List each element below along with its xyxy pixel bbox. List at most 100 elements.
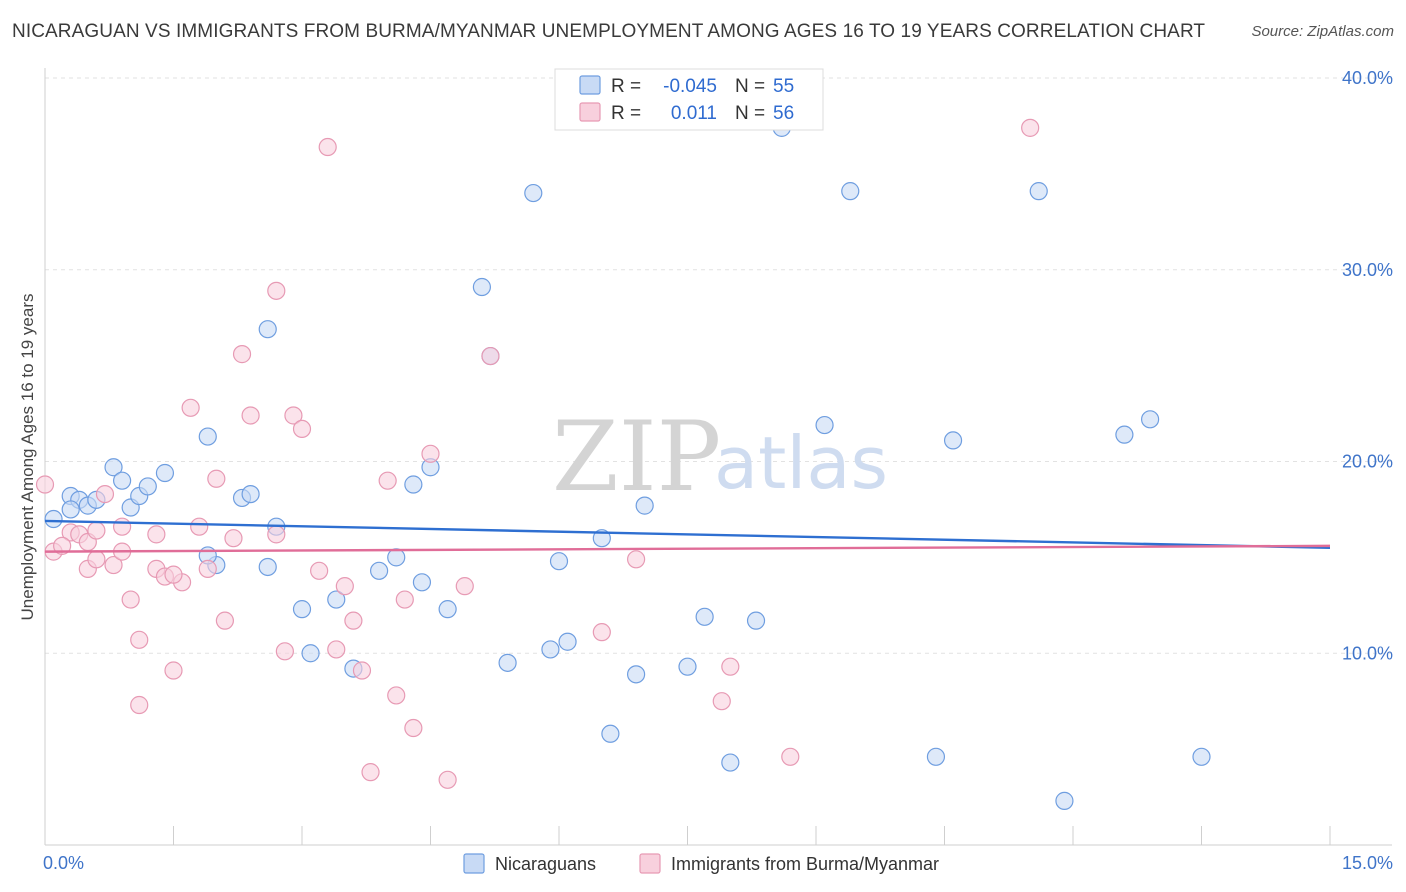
point-0-23 bbox=[438, 600, 457, 619]
chart-title: NICARAGUAN VS IMMIGRANTS FROM BURMA/MYAN… bbox=[12, 21, 1206, 42]
stats-legend: R = -0.045 N = 55 R = 0.011 N = 56 bbox=[554, 68, 824, 131]
legend-r-value-burma: 0.011 bbox=[671, 103, 717, 124]
point-0-36 bbox=[626, 665, 646, 684]
legend-swatch-burma bbox=[579, 102, 601, 122]
point-0-11 bbox=[198, 427, 217, 446]
point-1-35 bbox=[378, 471, 397, 490]
legend-r-label-burma: R = bbox=[611, 103, 641, 124]
point-0-50 bbox=[1140, 410, 1160, 429]
point-0-45 bbox=[926, 747, 946, 766]
point-0-18 bbox=[292, 600, 312, 619]
point-0-46 bbox=[943, 431, 963, 450]
point-1-44 bbox=[626, 550, 646, 569]
point-1-9 bbox=[121, 590, 140, 609]
point-0-47 bbox=[1029, 182, 1048, 201]
point-0-37 bbox=[635, 496, 654, 515]
point-0-40 bbox=[721, 753, 740, 772]
legend-r-label-nicaraguans: R = bbox=[611, 76, 641, 97]
point-0-25 bbox=[404, 475, 423, 494]
point-0-9 bbox=[138, 477, 157, 496]
point-1-40 bbox=[438, 770, 457, 789]
point-1-54 bbox=[310, 561, 329, 580]
point-0-51 bbox=[1192, 747, 1211, 766]
point-1-36 bbox=[387, 686, 406, 705]
watermark-zip: ZIP bbox=[552, 401, 721, 513]
point-1-21 bbox=[215, 611, 234, 630]
point-0-29 bbox=[498, 653, 517, 672]
point-1-15 bbox=[164, 661, 183, 680]
point-0-19 bbox=[301, 644, 320, 663]
point-0-31 bbox=[541, 640, 560, 659]
point-0-38 bbox=[678, 657, 697, 676]
watermark: ZIP atlas bbox=[552, 401, 888, 513]
point-0-5 bbox=[104, 458, 123, 477]
point-1-22 bbox=[224, 529, 243, 548]
point-0-15 bbox=[241, 484, 260, 504]
point-1-7 bbox=[104, 555, 123, 575]
point-1-53 bbox=[267, 525, 286, 544]
point-1-6 bbox=[95, 484, 115, 504]
point-1-29 bbox=[318, 137, 337, 157]
y-tick-label-2: 30.0% bbox=[1342, 260, 1393, 280]
point-0-39 bbox=[695, 607, 714, 626]
point-0-32 bbox=[558, 632, 577, 651]
point-1-43 bbox=[592, 623, 611, 642]
legend-n-label-nicaraguans: N = bbox=[735, 76, 765, 97]
point-1-11 bbox=[130, 695, 149, 715]
y-tick-label-0: 10.0% bbox=[1342, 643, 1393, 663]
series-legend-label-burma: Immigrants from Burma/Myanmar bbox=[671, 854, 939, 874]
point-1-8 bbox=[112, 517, 132, 536]
series-legend-swatch-nicaraguans bbox=[463, 853, 485, 874]
point-0-48 bbox=[1055, 791, 1074, 810]
y-tick-label-1: 20.0% bbox=[1342, 452, 1393, 472]
y-tick-label-3: 40.0% bbox=[1342, 68, 1393, 88]
series-1-points bbox=[35, 118, 1040, 789]
legend-r-value-nicaraguans: -0.045 bbox=[663, 76, 717, 97]
point-1-45 bbox=[712, 692, 731, 711]
grid bbox=[45, 77, 1392, 654]
point-1-31 bbox=[335, 577, 354, 596]
point-1-27 bbox=[284, 406, 303, 425]
point-0-35 bbox=[601, 724, 620, 743]
x-tick-label-max: 15.0% bbox=[1342, 853, 1393, 873]
point-0-27 bbox=[472, 277, 491, 297]
point-1-28 bbox=[292, 419, 312, 439]
watermark-atlas: atlas bbox=[714, 421, 888, 505]
point-1-33 bbox=[352, 661, 372, 680]
point-0-41 bbox=[746, 611, 766, 630]
series-legend-label-nicaraguans: Nicaraguans bbox=[495, 854, 596, 874]
point-1-20 bbox=[207, 469, 226, 488]
point-0-20 bbox=[370, 561, 389, 580]
series-legend-swatch-burma bbox=[639, 853, 661, 874]
trend-line-1 bbox=[44, 544, 1331, 553]
point-0-0 bbox=[44, 509, 63, 529]
point-0-33 bbox=[549, 552, 569, 571]
tick-labels: 10.0% 20.0% 30.0% 40.0% 0.0% 15.0% bbox=[43, 68, 1393, 873]
point-1-41 bbox=[455, 577, 474, 596]
point-1-49 bbox=[53, 536, 72, 555]
point-1-23 bbox=[232, 345, 252, 364]
point-0-34 bbox=[592, 529, 611, 548]
point-0-22 bbox=[412, 573, 432, 592]
point-0-13 bbox=[258, 320, 277, 339]
point-0-53 bbox=[258, 557, 277, 577]
point-1-26 bbox=[275, 642, 294, 661]
point-1-34 bbox=[361, 763, 380, 782]
legend-swatch-nicaraguans bbox=[579, 75, 601, 95]
point-0-43 bbox=[815, 415, 834, 435]
point-0-10 bbox=[155, 463, 175, 483]
point-1-17 bbox=[181, 398, 200, 417]
legend-n-label-burma: N = bbox=[735, 103, 765, 124]
point-0-44 bbox=[841, 182, 860, 201]
point-1-39 bbox=[421, 444, 440, 463]
point-1-48 bbox=[1021, 118, 1040, 137]
point-1-46 bbox=[721, 657, 740, 676]
point-1-32 bbox=[344, 611, 363, 630]
y-axis-title: Unemployment Among Ages 16 to 19 years bbox=[18, 294, 37, 621]
point-1-25 bbox=[267, 281, 286, 300]
point-1-47 bbox=[781, 747, 800, 766]
point-1-52 bbox=[164, 565, 183, 584]
point-1-10 bbox=[130, 630, 149, 649]
point-0-30 bbox=[524, 183, 543, 203]
